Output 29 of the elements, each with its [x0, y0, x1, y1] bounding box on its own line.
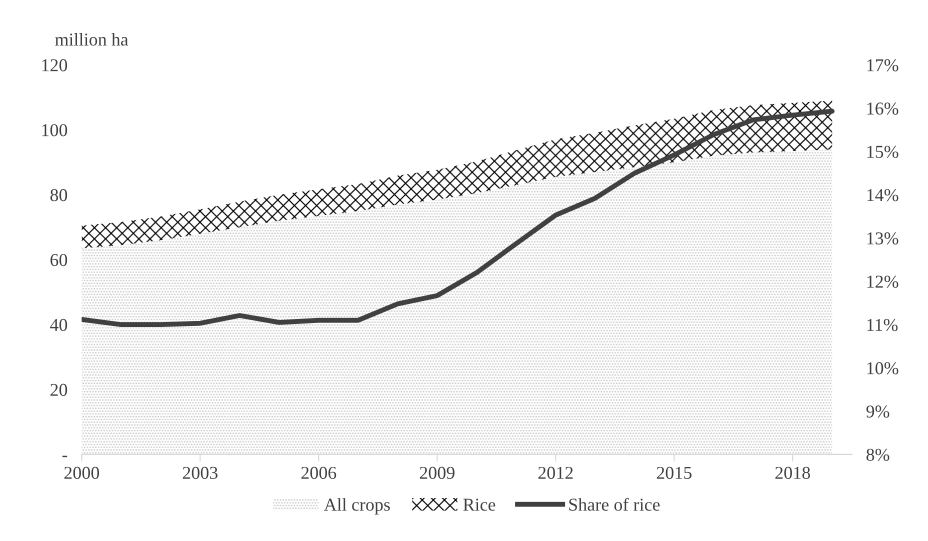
x-tick-label: 2009 — [420, 466, 454, 479]
x-tick-label: 2015 — [656, 466, 692, 479]
y2-tick-label: 15% — [867, 146, 898, 158]
y2-tick-label: 13% — [867, 232, 898, 245]
legend-label: Rice — [463, 498, 496, 511]
x-tick-label: 2000 — [64, 466, 100, 479]
x-tick-label: 2003 — [182, 466, 218, 479]
x-tick-label: 2018 — [775, 466, 810, 479]
y2-tick-label: 8% — [866, 448, 890, 461]
y2-tick-label: 11% — [867, 318, 898, 332]
legend-label: Share of rice — [569, 498, 660, 511]
line-series — [82, 108, 835, 328]
y-tick-label: 20 — [50, 384, 68, 396]
y2-tick-label: 10% — [867, 362, 898, 374]
y-tick-label: 100 — [42, 124, 68, 136]
y2-tick-label: 9% — [866, 405, 890, 418]
x-tick-label: 2006 — [301, 466, 336, 479]
y-tick-label: 120 — [42, 59, 68, 72]
y2-tick-label: 14% — [867, 189, 898, 202]
y-tick-label: 40 — [50, 318, 68, 332]
x-tick-label: 2012 — [538, 466, 573, 479]
y-tick-label: 80 — [50, 189, 68, 202]
y2-tick-label: 17% — [867, 59, 898, 72]
y2-tick-label: 16% — [867, 102, 898, 115]
y2-tick-label: 12% — [867, 276, 898, 288]
y-axis-title: million ha — [55, 32, 128, 46]
y-tick-label: 60 — [50, 254, 68, 266]
legend-label: All crops — [324, 498, 390, 514]
y-tick-label: - — [62, 456, 68, 458]
